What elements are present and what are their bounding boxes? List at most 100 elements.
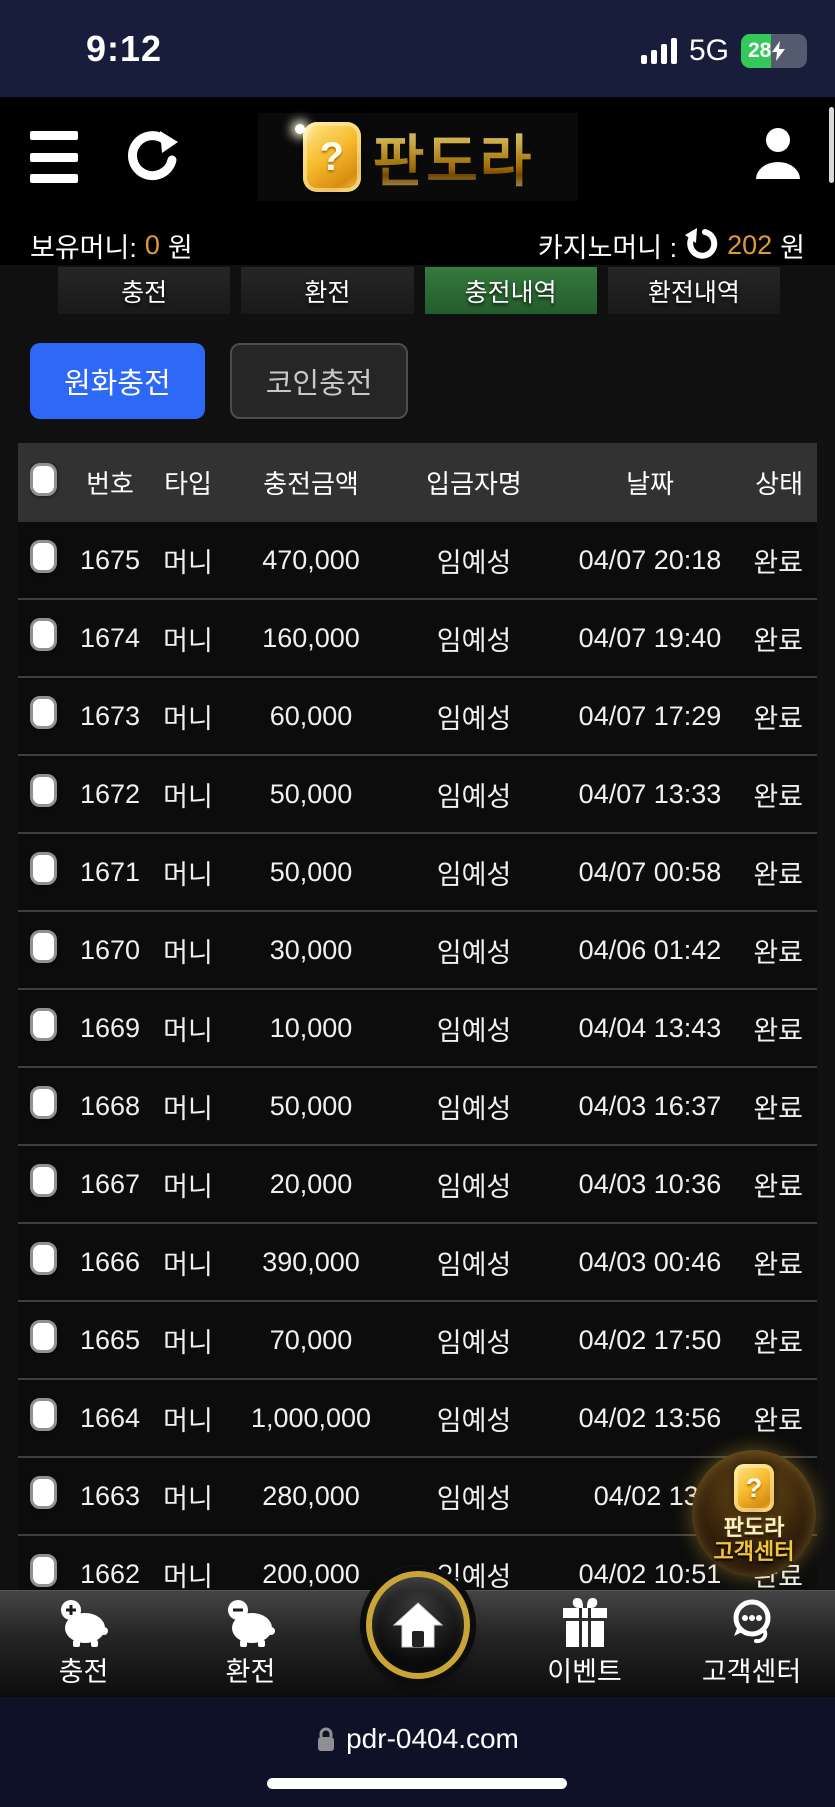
nav-home[interactable]: [334, 1565, 501, 1697]
row-checkbox[interactable]: [30, 1398, 57, 1431]
cell-status: 완료: [753, 1171, 803, 1202]
row-checkbox[interactable]: [30, 696, 57, 729]
own-money-label: 보유머니:: [30, 232, 137, 263]
refresh-icon[interactable]: [124, 129, 178, 185]
row-checkbox[interactable]: [30, 618, 57, 651]
cell-type: 머니: [163, 547, 213, 578]
nav-label: 이벤트: [547, 1657, 622, 1687]
status-bar: 9:12 5G 28: [0, 0, 835, 97]
column-header: 충전금액: [263, 469, 359, 499]
piggy-plus-icon: [55, 1596, 113, 1648]
row-checkbox[interactable]: [30, 852, 57, 885]
row-checkbox[interactable]: [30, 1008, 57, 1041]
cell-status: 완료: [753, 703, 803, 734]
bottom-nav: 충전 환전: [0, 1565, 835, 1697]
table-row: 1666 머니 390,000 임예성 04/03 00:46 완료: [18, 1224, 817, 1302]
balance-bar: 보유머니: 0 원 카지노머니 : 202 원: [0, 225, 835, 265]
cell-type: 머니: [163, 781, 213, 812]
own-money-currency: 원: [167, 232, 193, 263]
user-profile-icon[interactable]: [749, 123, 807, 183]
cell-date: 04/07 13:33: [578, 778, 722, 809]
subtab-item[interactable]: 코인충전: [229, 343, 409, 419]
column-header: 타입: [164, 469, 212, 499]
cell-number: 1674: [79, 622, 141, 653]
cell-status: 완료: [753, 1405, 803, 1436]
table-row: 1674 머니 160,000 임예성 04/07 19:40 완료: [18, 600, 817, 678]
cell-type: 머니: [163, 703, 213, 734]
table-row: 1665 머니 70,000 임예성 04/02 17:50 완료: [18, 1302, 817, 1380]
cell-type: 머니: [163, 1015, 213, 1046]
table-row: 1664 머니 1,000,000 임예성 04/02 13:56 완료: [18, 1380, 817, 1458]
battery-percent-label: 28: [748, 39, 772, 62]
nav-customer-center[interactable]: 고객센터: [668, 1591, 835, 1697]
cell-status: 완료: [753, 781, 803, 812]
cell-amount: 10,000: [269, 1012, 353, 1043]
row-checkbox[interactable]: [30, 1320, 57, 1353]
row-checkbox[interactable]: [30, 774, 57, 807]
own-money-amount: 0: [144, 229, 160, 260]
cell-type: 머니: [163, 1483, 213, 1514]
deposit-history-table: 번호 타입 충전금액 입금자명 날짜 상태 1675 머니 470,000 임예성 04/07 2…: [18, 443, 817, 1614]
cell-type: 머니: [163, 937, 213, 968]
nav-events[interactable]: 이벤트: [501, 1591, 668, 1697]
app-header: ? 판도라: [0, 97, 835, 225]
cell-date: 04/07 19:40: [578, 622, 722, 653]
table-row: 1667 머니 20,000 임예성 04/03 10:36 완료: [18, 1146, 817, 1224]
tab-item[interactable]: 환전내역: [607, 267, 780, 314]
row-checkbox[interactable]: [30, 1164, 57, 1197]
cell-depositor: 임예성: [436, 1171, 512, 1202]
table-row: 1669 머니 10,000 임예성 04/04 13:43 완료: [18, 990, 817, 1068]
scrollbar[interactable]: [829, 107, 834, 183]
cell-number: 1662: [79, 1558, 141, 1589]
status-indicators: 5G 28: [640, 34, 807, 68]
subtab-item[interactable]: 원화충전: [30, 343, 205, 419]
nav-label: 충전: [58, 1657, 109, 1687]
select-all-checkbox[interactable]: [30, 462, 57, 496]
row-checkbox[interactable]: [30, 540, 57, 573]
row-checkbox[interactable]: [30, 930, 57, 963]
cell-number: 1665: [79, 1324, 141, 1355]
row-checkbox[interactable]: [30, 1476, 57, 1509]
customer-center-floating-button[interactable]: ? 판도라 고객센터: [692, 1450, 816, 1577]
nav-withdraw[interactable]: 환전: [167, 1591, 334, 1697]
battery-icon: 28: [741, 34, 807, 68]
browser-bar: pdr-0404.com: [0, 1697, 835, 1807]
reload-balance-icon[interactable]: [685, 228, 719, 262]
cell-amount: 390,000: [262, 1246, 360, 1277]
tab-item[interactable]: 충전내역: [424, 267, 597, 314]
cell-status: 완료: [753, 1327, 803, 1358]
home-blue-arc: [361, 1565, 474, 1677]
row-checkbox[interactable]: [30, 1086, 57, 1119]
row-checkbox[interactable]: [30, 1242, 57, 1275]
cell-date: 04/07 17:29: [578, 700, 722, 731]
nav-deposit[interactable]: 충전: [0, 1591, 167, 1697]
home-indicator[interactable]: [267, 1778, 567, 1789]
cell-amount: 20,000: [269, 1168, 353, 1199]
tab-item[interactable]: 충전: [58, 267, 231, 314]
menu-icon[interactable]: [30, 131, 78, 183]
nav-label: 환전: [225, 1657, 276, 1687]
casino-money: 카지노머니 : 202 원: [538, 226, 805, 265]
home-icon: [365, 1571, 470, 1679]
cell-status: 완료: [753, 1249, 803, 1280]
cell-number: 1670: [79, 934, 141, 965]
cell-status: 완료: [753, 1015, 803, 1046]
cell-amount: 50,000: [269, 1090, 353, 1121]
cell-number: 1675: [79, 544, 141, 575]
cell-amount: 200,000: [262, 1558, 360, 1589]
cell-type: 머니: [163, 1405, 213, 1436]
cell-type: 머니: [163, 859, 213, 890]
cell-depositor: 임예성: [436, 1093, 512, 1124]
cell-type: 머니: [163, 1561, 213, 1592]
tab-item[interactable]: 환전: [241, 267, 414, 314]
network-type-label: 5G: [688, 34, 729, 67]
signal-strength-icon: [640, 38, 677, 64]
cell-number: 1671: [79, 856, 141, 887]
cell-depositor: 임예성: [436, 1015, 512, 1046]
cell-date: 04/02 13:: [593, 1480, 707, 1511]
address-bar[interactable]: pdr-0404.com: [0, 1723, 835, 1755]
logo[interactable]: ? 판도라: [258, 113, 578, 201]
row-checkbox[interactable]: [30, 1554, 57, 1587]
cell-depositor: 임예성: [436, 859, 512, 890]
